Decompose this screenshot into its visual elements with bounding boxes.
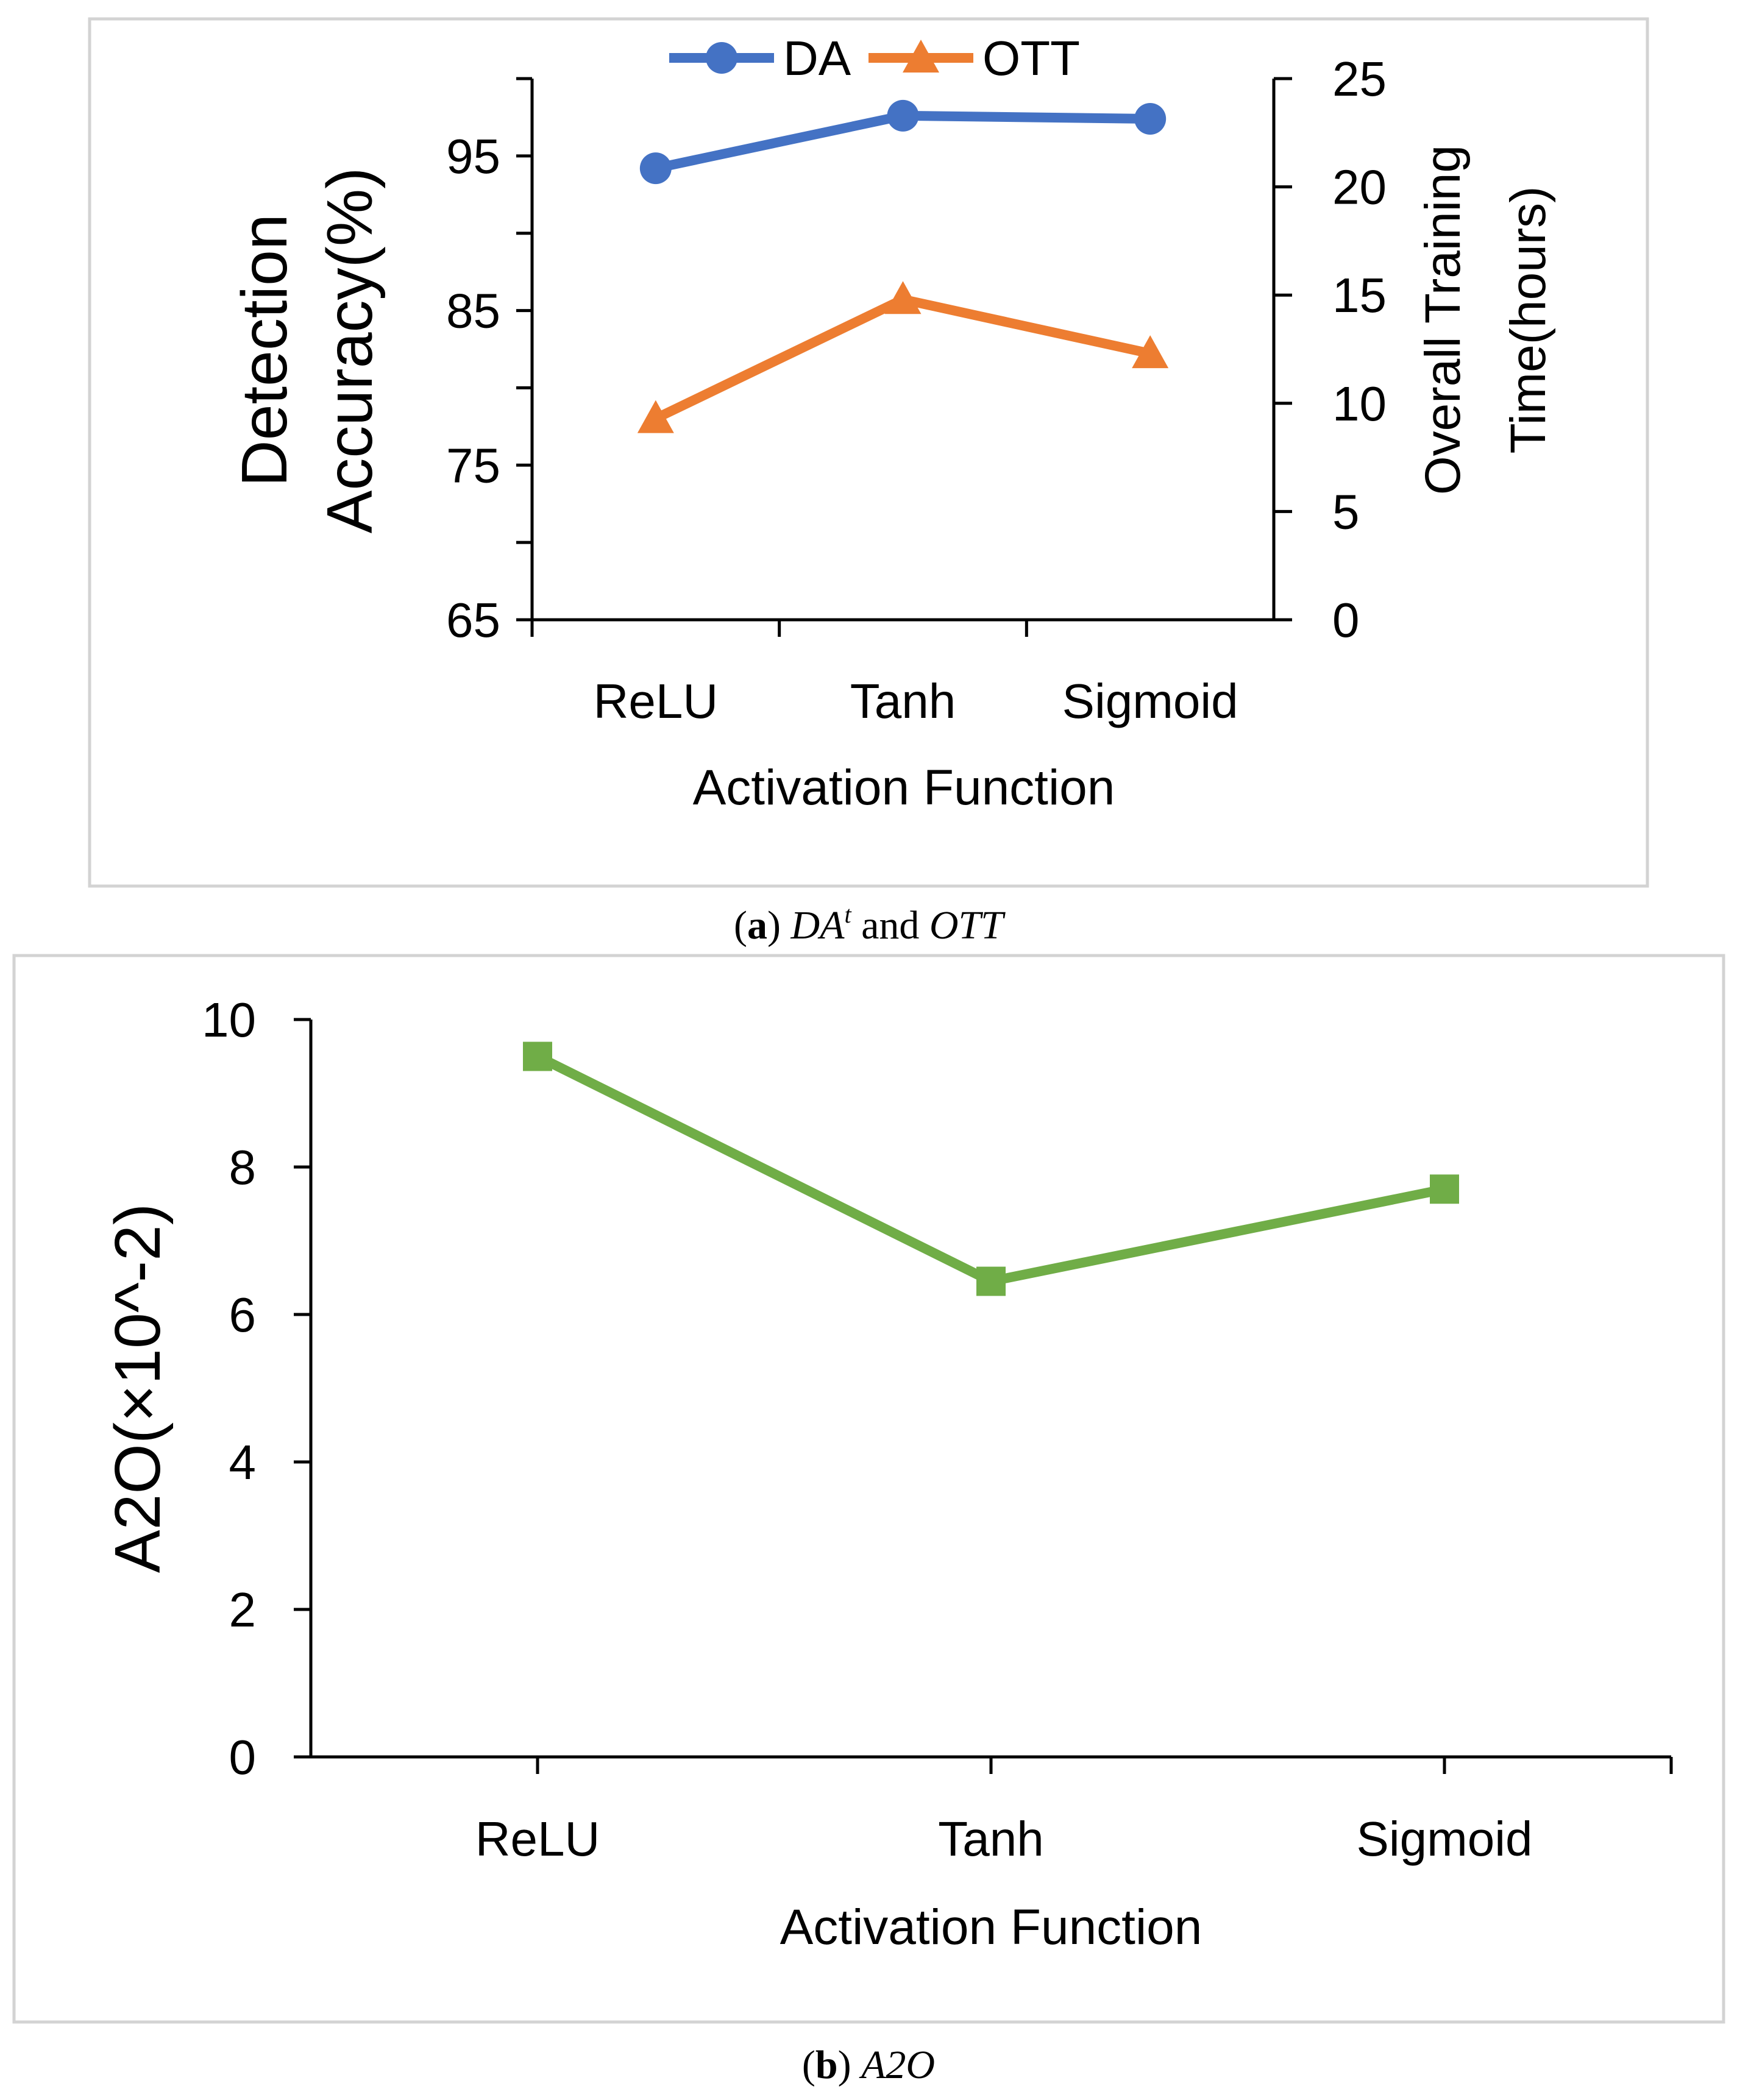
right-tick-label: 20 [1332, 160, 1387, 215]
series-ott-point [1132, 335, 1169, 369]
caption-a-da: DA [790, 903, 845, 948]
right-axis-title-line: Overall Training [1415, 145, 1471, 495]
left-tick-label: 95 [446, 129, 500, 183]
right-tick-label: 10 [1332, 377, 1387, 431]
y-tick-label: 8 [229, 1140, 257, 1194]
x-tick-label: Tanh [938, 1812, 1043, 1866]
right-tick-label: 15 [1332, 268, 1387, 322]
x-axis-title: Activation Function [780, 1900, 1202, 1955]
y-tick-label: 0 [229, 1730, 257, 1784]
right-tick-label: 0 [1332, 593, 1360, 647]
panel-a-chart: 65 75 85 95 0 5 10 15 20 25 ReLU Tanh Sigmoid Activat… [229, 31, 1556, 815]
series-ott-point [884, 281, 922, 314]
series-da-point [887, 99, 919, 132]
panel-a-frame [88, 17, 1649, 888]
series-ott-point [637, 400, 674, 433]
y-tick-label: 4 [229, 1435, 257, 1489]
legend-da-marker [706, 42, 737, 74]
x-tick-label: Sigmoid [1062, 674, 1238, 728]
right-axis-title-line: Time(hours) [1501, 186, 1556, 454]
series-da-point [639, 152, 672, 185]
caption-a-and: and [851, 903, 929, 948]
legend-ott-marker [903, 40, 939, 73]
legend-ott-label: OTT [982, 31, 1080, 85]
caption-a-label: a [747, 903, 767, 948]
right-axis-title: Overall Training Time(hours) [1415, 145, 1556, 495]
caption-b-a2o: A2O [859, 2043, 935, 2087]
caption-a-ott: OTT [929, 903, 1006, 948]
series-a2o-point [523, 1041, 552, 1071]
caption-a: (a) DAt and OTT [734, 901, 1006, 948]
x-axis-title: Activation Function [693, 760, 1115, 815]
left-axis-title-line: Accuracy(%) [314, 168, 386, 534]
left-axis-title: Detection Accuracy(%) [229, 168, 386, 534]
y-axis-title: A2O(×10^-2) [102, 1204, 174, 1573]
x-tick-label: ReLU [594, 674, 719, 728]
right-tick-label: 5 [1332, 484, 1360, 539]
y-tick-label: 10 [202, 993, 256, 1047]
x-tick-label: Sigmoid [1356, 1812, 1532, 1866]
x-tick-label: Tanh [850, 674, 956, 728]
left-tick-label: 75 [446, 438, 500, 492]
series-a2o-point [976, 1266, 1006, 1296]
left-tick-label: 65 [446, 593, 500, 647]
series-a2o-point [1430, 1174, 1459, 1204]
caption-b: (b) A2O [802, 2043, 935, 2087]
panel-b-frame [12, 954, 1725, 2024]
legend-da-label: DA [783, 31, 851, 85]
panel-b-chart: 0 2 4 6 8 10 ReLU Tanh Sigmoid Activation Functio… [102, 993, 1673, 1955]
left-tick-label: 85 [446, 284, 500, 338]
series-da-point [1134, 102, 1167, 135]
x-tick-label: ReLU [475, 1812, 600, 1866]
y-tick-label: 6 [229, 1288, 257, 1342]
y-tick-label: 2 [229, 1583, 257, 1637]
caption-a-sup: t [844, 901, 851, 928]
caption-b-label: b [815, 2043, 838, 2087]
left-axis-title-line: Detection [229, 214, 300, 487]
right-tick-label: 25 [1332, 52, 1387, 106]
